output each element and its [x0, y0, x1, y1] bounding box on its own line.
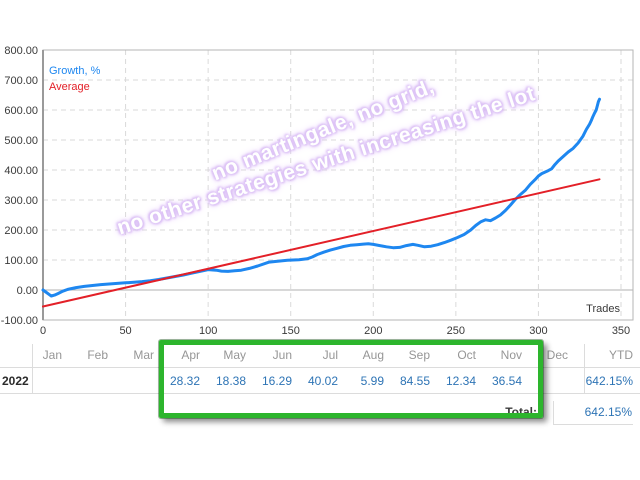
month-header-sep: Sep — [408, 348, 430, 362]
month-value-jul: 40.02 — [307, 374, 338, 388]
row-year-label: 2022 — [2, 374, 29, 388]
month-header-jul: Jul — [322, 348, 338, 362]
dec-ytd-divider — [584, 344, 585, 393]
month-header-may: May — [223, 348, 246, 362]
total-row-underline — [553, 424, 633, 425]
month-value-aug: 5.99 — [360, 374, 384, 388]
month-value-sep: 84.55 — [399, 374, 430, 388]
ytd-value: 642.15% — [585, 374, 633, 388]
x-tick-label: 100 — [199, 325, 217, 337]
total-divider — [553, 401, 554, 424]
table-values-underline — [0, 393, 640, 394]
x-tick-label: 250 — [447, 325, 465, 337]
y-tick-label: -100.00 — [1, 315, 38, 327]
ytd-header: YTD — [609, 348, 633, 362]
y-tick-label: 300.00 — [4, 195, 38, 207]
x-tick-label: 0 — [40, 325, 46, 337]
x-tick-label: 50 — [119, 325, 131, 337]
y-tick-label: 600.00 — [4, 105, 38, 117]
y-tick-label: 100.00 — [4, 255, 38, 267]
y-tick-label: 400.00 — [4, 165, 38, 177]
legend-growth-label: Growth, % — [49, 65, 101, 77]
y-tick-label: 200.00 — [4, 225, 38, 237]
month-header-apr: Apr — [181, 348, 200, 362]
month-header-jun: Jun — [272, 348, 292, 362]
month-header-dec: Dec — [546, 348, 568, 362]
month-header-mar: Mar — [133, 348, 154, 362]
y-tick-label: 700.00 — [4, 75, 38, 87]
month-header-jan: Jan — [42, 348, 62, 362]
total-value: 642.15% — [584, 405, 632, 419]
series-growth — [41, 97, 601, 298]
y-tick-label: 0.00 — [17, 285, 38, 297]
chart-legend: Growth, % Average — [49, 63, 100, 95]
growth-chart-svg: 800.00700.00600.00500.00400.00300.00200.… — [1, 45, 634, 337]
table-header-underline — [0, 367, 640, 368]
series-average — [42, 178, 601, 308]
month-header-aug: Aug — [362, 348, 384, 362]
x-tick-label: 350 — [612, 325, 630, 337]
x-tick-label: 300 — [529, 325, 547, 337]
x-tick-label: 150 — [282, 325, 300, 337]
y-tick-label: 500.00 — [4, 135, 38, 147]
month-value-oct: 12.34 — [445, 374, 476, 388]
year-column-divider — [32, 344, 33, 393]
month-value-may: 18.38 — [215, 374, 246, 388]
month-header-oct: Oct — [457, 348, 476, 362]
x-axis-title: Trades — [586, 303, 620, 315]
month-header-nov: Nov — [500, 348, 522, 362]
y-tick-label: 800.00 — [4, 45, 38, 57]
legend-average-label: Average — [49, 81, 90, 93]
month-value-jun: 16.29 — [261, 374, 292, 388]
x-tick-label: 200 — [364, 325, 382, 337]
total-label: Total: — [505, 405, 537, 419]
month-header-feb: Feb — [87, 348, 108, 362]
month-value-apr: 28.32 — [169, 374, 200, 388]
month-value-nov: 36.54 — [491, 374, 522, 388]
